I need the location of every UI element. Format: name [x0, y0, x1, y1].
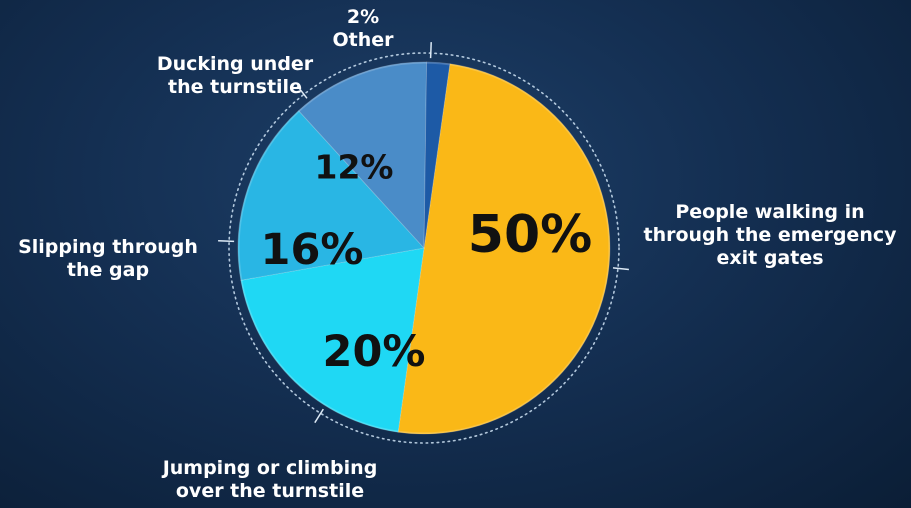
callout-other: 2% Other: [318, 6, 408, 52]
slice-emergency-gates: [397, 63, 611, 435]
callout-emergency-gates: People walking in through the emergency …: [643, 201, 897, 269]
leader-tick-slipping: [218, 240, 235, 243]
leader-tick-emergency-gates: [612, 267, 629, 271]
leader-tick-other: [429, 42, 432, 59]
outer-dotted-ring: [228, 52, 620, 444]
value-label-ducking: 12%: [315, 148, 394, 187]
value-label-emergency-gates: 50%: [468, 205, 592, 265]
slice-other: [423, 61, 451, 249]
slice-slipping: [237, 110, 425, 281]
slice-ducking: [298, 61, 428, 250]
value-label-slipping: 16%: [261, 225, 364, 275]
slice-jumping: [240, 247, 425, 433]
callout-slipping: Slipping through the gap: [18, 236, 198, 281]
other-percent-label: 2%: [346, 6, 380, 28]
pie-rim: [238, 62, 610, 434]
value-label-jumping: 20%: [323, 327, 426, 377]
leader-tick-ducking: [296, 85, 308, 99]
callout-ducking: Ducking under the turnstile: [156, 53, 314, 98]
leader-tick-jumping: [314, 408, 324, 424]
callout-jumping: Jumping or climbing over the turnstile: [162, 457, 378, 502]
